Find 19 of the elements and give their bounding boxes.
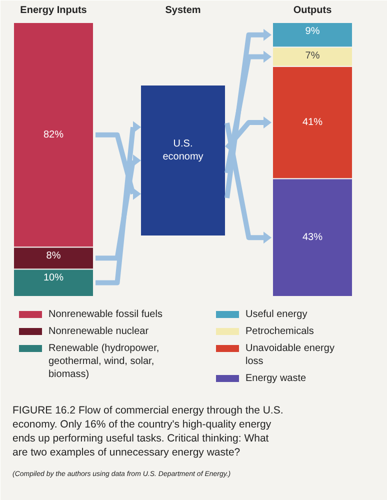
data-label: 9% bbox=[305, 26, 320, 37]
data-label: 43% bbox=[302, 232, 323, 244]
category-label: Outputs bbox=[293, 5, 332, 16]
data-label: 41% bbox=[302, 117, 323, 128]
legend-label: Nonrenewable nuclear bbox=[48, 326, 150, 337]
data-label: 82% bbox=[43, 129, 64, 140]
legend-label: Nonrenewable fossil fuels bbox=[48, 309, 162, 320]
legend-label: Energy waste bbox=[246, 373, 307, 384]
legend-label: Unavoidable energy loss bbox=[246, 343, 334, 367]
legend-label: Petrochemicals bbox=[246, 326, 314, 337]
text: U.S. economy bbox=[162, 138, 204, 162]
data-label: 8% bbox=[46, 250, 61, 262]
category-label: Energy Inputs bbox=[20, 5, 88, 16]
legend-label: Useful energy bbox=[246, 309, 308, 320]
legend-label: Renewable (hydropower, geothermal, wind, solar, biomass) bbox=[48, 343, 160, 380]
data-label: 7% bbox=[305, 50, 320, 62]
caption: FIGURE 16.2 Flow of commercial energy through the U.S. economy. Only 16% of the country's high-quality energy ends up performing useful tasks. Critical thinking: What are two examples of unnecessary energy waste? bbox=[12, 404, 284, 458]
data-label: 10% bbox=[43, 272, 64, 284]
category-label: System bbox=[165, 5, 201, 16]
